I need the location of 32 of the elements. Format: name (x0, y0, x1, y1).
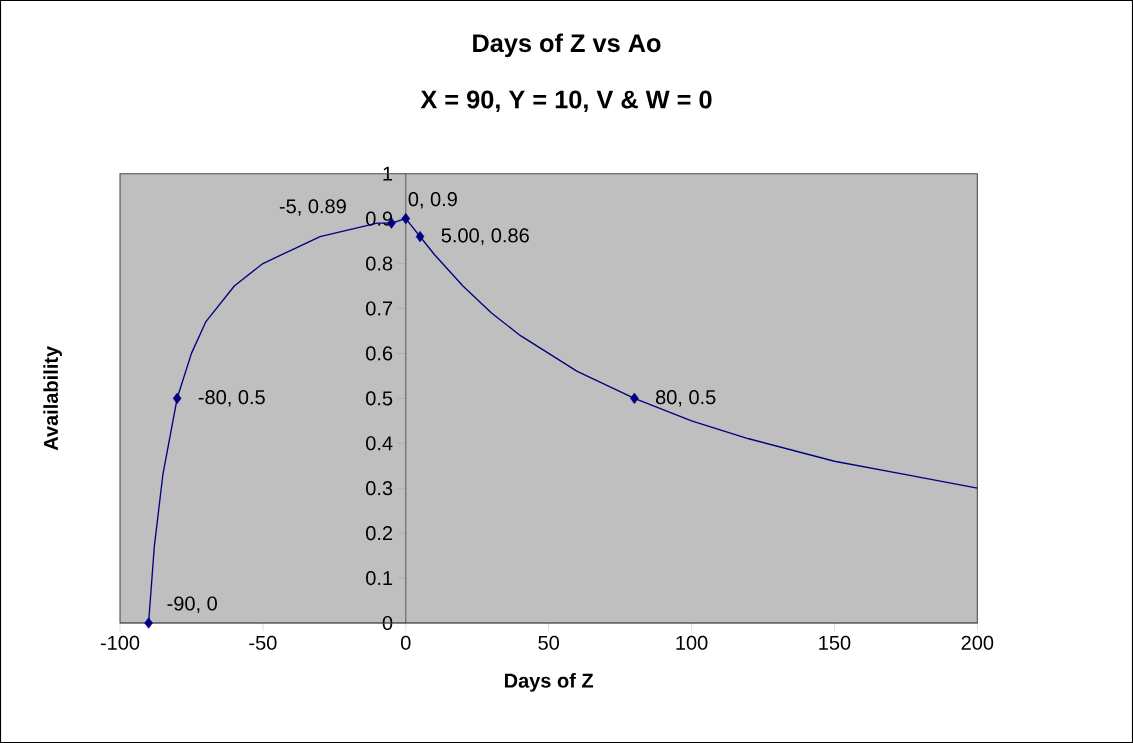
annotation: 5.00, 0.86 (441, 228, 529, 245)
point (144, 617, 153, 629)
y-tick-label: 0.6 (366, 346, 393, 361)
y-tick-label: 0.4 (366, 436, 393, 451)
x-tick-label: 0 (400, 635, 411, 650)
annotation: -80, 0.5 (198, 390, 265, 407)
y-tick-label: 0.2 (366, 526, 393, 541)
annotation: 80, 0.5 (655, 390, 716, 407)
x-axis-title: Days of Z (505, 673, 594, 692)
y-axis-title: Availability (43, 345, 62, 451)
x-tick-label: 100 (676, 635, 708, 650)
y-tick-label: 0.7 (366, 301, 393, 316)
point (630, 392, 639, 404)
y-tick-label: 1 (383, 166, 393, 181)
y-tick-label: 0 (382, 615, 393, 631)
x-tick-label: 200 (961, 635, 994, 650)
point (172, 392, 182, 404)
y-tick-label: 0.8 (366, 256, 393, 271)
annotation: 0, 0.9 (408, 192, 457, 209)
x-tick-label: 50 (538, 635, 559, 650)
x-tick-label: -50 (249, 635, 277, 650)
annotation: -5, 0.89 (279, 199, 346, 216)
y-tick-label: 0.5 (366, 391, 393, 406)
point (401, 212, 411, 225)
chart-subtitle: X = 90, Y = 10, V & W = 0 (420, 90, 712, 113)
x-tick-label: 150 (819, 635, 851, 650)
annotation: -90, 0 (167, 596, 217, 613)
x-tick-label: -100 (100, 635, 140, 650)
point (415, 230, 425, 243)
y-tick-label: 0.3 (366, 481, 393, 496)
y-tick-label: 0.1 (366, 570, 393, 586)
chart-title: Days of Z vs Ao (473, 33, 661, 58)
